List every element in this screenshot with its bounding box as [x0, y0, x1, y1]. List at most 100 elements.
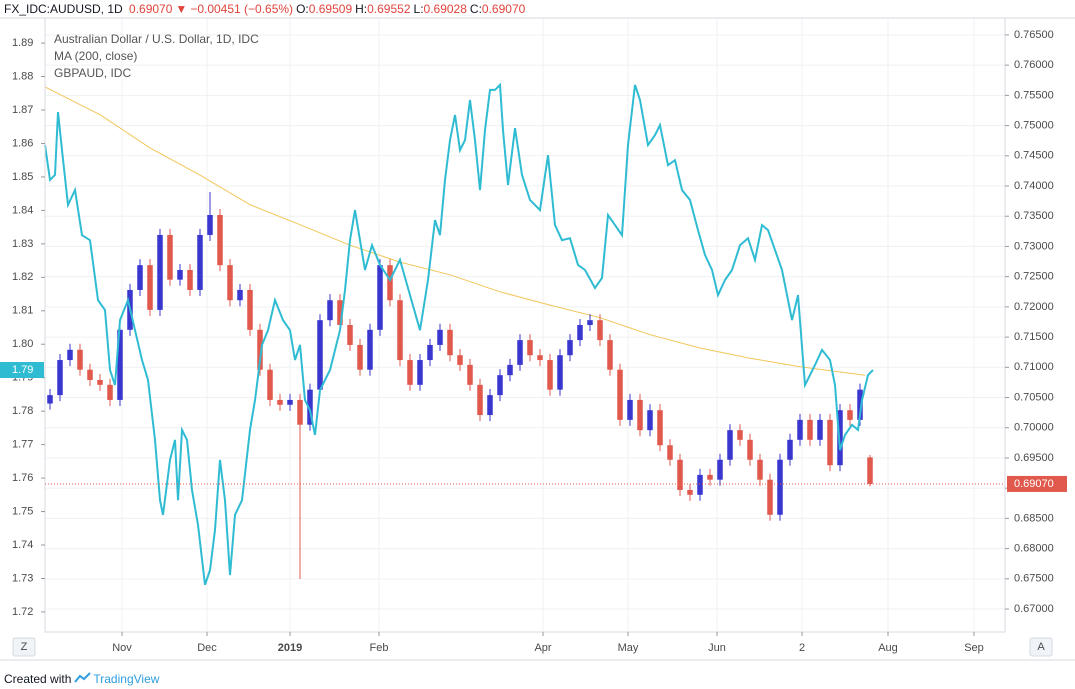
candle-body — [447, 329, 453, 356]
footer: Created with TradingView — [4, 671, 159, 686]
footer-created: Created with — [4, 672, 72, 686]
candle-body — [657, 410, 663, 446]
y-tick-label: 0.67500 — [1014, 573, 1054, 585]
x-tick-label: Dec — [197, 642, 217, 654]
candle-body — [417, 360, 423, 385]
candle-body — [257, 329, 263, 370]
y-tick-label: 0.70500 — [1014, 391, 1054, 403]
candle-body — [377, 265, 383, 330]
candle-body — [567, 340, 573, 356]
close-label: C: — [469, 2, 482, 16]
y2-tick-label: 1.85 — [12, 171, 33, 183]
candle-body — [687, 489, 693, 495]
candle-body — [347, 325, 353, 345]
low-value: 0.69028 — [423, 2, 467, 16]
candle-body — [807, 419, 813, 440]
candle-body — [47, 395, 53, 404]
candle-body — [707, 474, 713, 480]
candle-body — [287, 399, 293, 405]
y2-tick-label: 1.87 — [12, 104, 33, 116]
series-line — [44, 82, 874, 586]
candle-body — [87, 369, 93, 380]
candle-body — [607, 340, 613, 370]
candle-body — [677, 459, 683, 490]
x-tick-label: Nov — [112, 642, 132, 654]
y-tick-label: 0.68500 — [1014, 512, 1054, 524]
footer-brand: TradingView — [93, 672, 160, 686]
y-tick-label: 0.74500 — [1014, 150, 1054, 162]
candle-body — [527, 340, 533, 356]
x-tick-label: Sep — [964, 642, 984, 654]
y2-last-label: 1.79 — [12, 364, 33, 376]
y-tick-label: 0.73500 — [1014, 210, 1054, 222]
y2-tick-label: 1.88 — [12, 70, 33, 82]
candle-body — [307, 389, 313, 425]
candle-body — [497, 375, 503, 396]
x-tick-label: Feb — [370, 642, 389, 654]
candle-body — [457, 355, 463, 365]
series-line — [44, 86, 866, 376]
y2-tick-label: 1.75 — [12, 505, 33, 517]
y2-tick-label: 1.86 — [12, 137, 33, 149]
right-button-label[interactable]: A — [1037, 641, 1045, 653]
y-tick-label: 0.76000 — [1014, 59, 1054, 71]
candle-body — [167, 234, 173, 280]
candle-body — [337, 300, 343, 325]
candle-body — [397, 300, 403, 361]
candle-body — [227, 265, 233, 301]
candle-body — [487, 395, 493, 416]
candle-body — [177, 270, 183, 280]
y2-tick-label: 1.74 — [12, 539, 33, 551]
candle-body — [367, 329, 373, 370]
candle-body — [357, 344, 363, 370]
candle-body — [787, 439, 793, 460]
y-tick-label: 0.75500 — [1014, 89, 1054, 101]
candle-body — [517, 340, 523, 365]
candle-body — [437, 329, 443, 345]
legend-ma: MA (200, close) — [54, 49, 138, 63]
candle-body — [857, 389, 863, 420]
candle-body — [577, 325, 583, 341]
y2-tick-label: 1.78 — [12, 405, 33, 417]
high-label: H: — [355, 2, 368, 16]
y-tick-label: 0.74000 — [1014, 180, 1054, 192]
y-tick-label: 0.71000 — [1014, 361, 1054, 373]
candle-body — [187, 270, 193, 290]
y-tick-label: 0.70000 — [1014, 422, 1054, 434]
header: FX_IDC:AUDUSD, 1D 0.69070 ▼ −0.00451 (−0.6… — [4, 2, 528, 16]
candle-body — [537, 355, 543, 361]
close-value: 0.69070 — [481, 2, 526, 16]
right-button[interactable] — [1029, 637, 1053, 657]
candle-body — [317, 320, 323, 390]
candle-body — [717, 459, 723, 480]
y2-tick-label: 1.84 — [12, 204, 33, 216]
high-value: 0.69552 — [367, 2, 411, 16]
candle-body — [217, 215, 223, 266]
left-button-label[interactable]: Z — [21, 641, 28, 653]
x-tick-label: Jun — [708, 642, 726, 654]
y-tick-label: 0.76500 — [1014, 29, 1054, 41]
candle-body — [667, 445, 673, 460]
left-button[interactable] — [12, 637, 36, 657]
candle-body — [97, 379, 103, 385]
candle-body — [137, 265, 143, 290]
candle-body — [597, 320, 603, 341]
candle-body — [77, 349, 83, 370]
y2-tick-label: 1.73 — [12, 572, 33, 584]
y-tick-label: 0.71500 — [1014, 331, 1054, 343]
y2-tick-label: 1.80 — [12, 338, 33, 350]
candle-body — [757, 459, 763, 480]
last-price: 0.69070 — [129, 2, 173, 16]
x-tick-label: Aug — [878, 642, 898, 654]
candle-body — [827, 419, 833, 466]
y2-tick-label: 1.83 — [12, 238, 33, 250]
candle-body — [817, 419, 823, 440]
y2-tick-label: 1.81 — [12, 305, 33, 317]
candle-body — [867, 457, 873, 484]
candle-body — [427, 344, 433, 361]
change-arrow: ▼ — [175, 2, 188, 16]
y2-tick-label: 1.89 — [12, 37, 33, 49]
